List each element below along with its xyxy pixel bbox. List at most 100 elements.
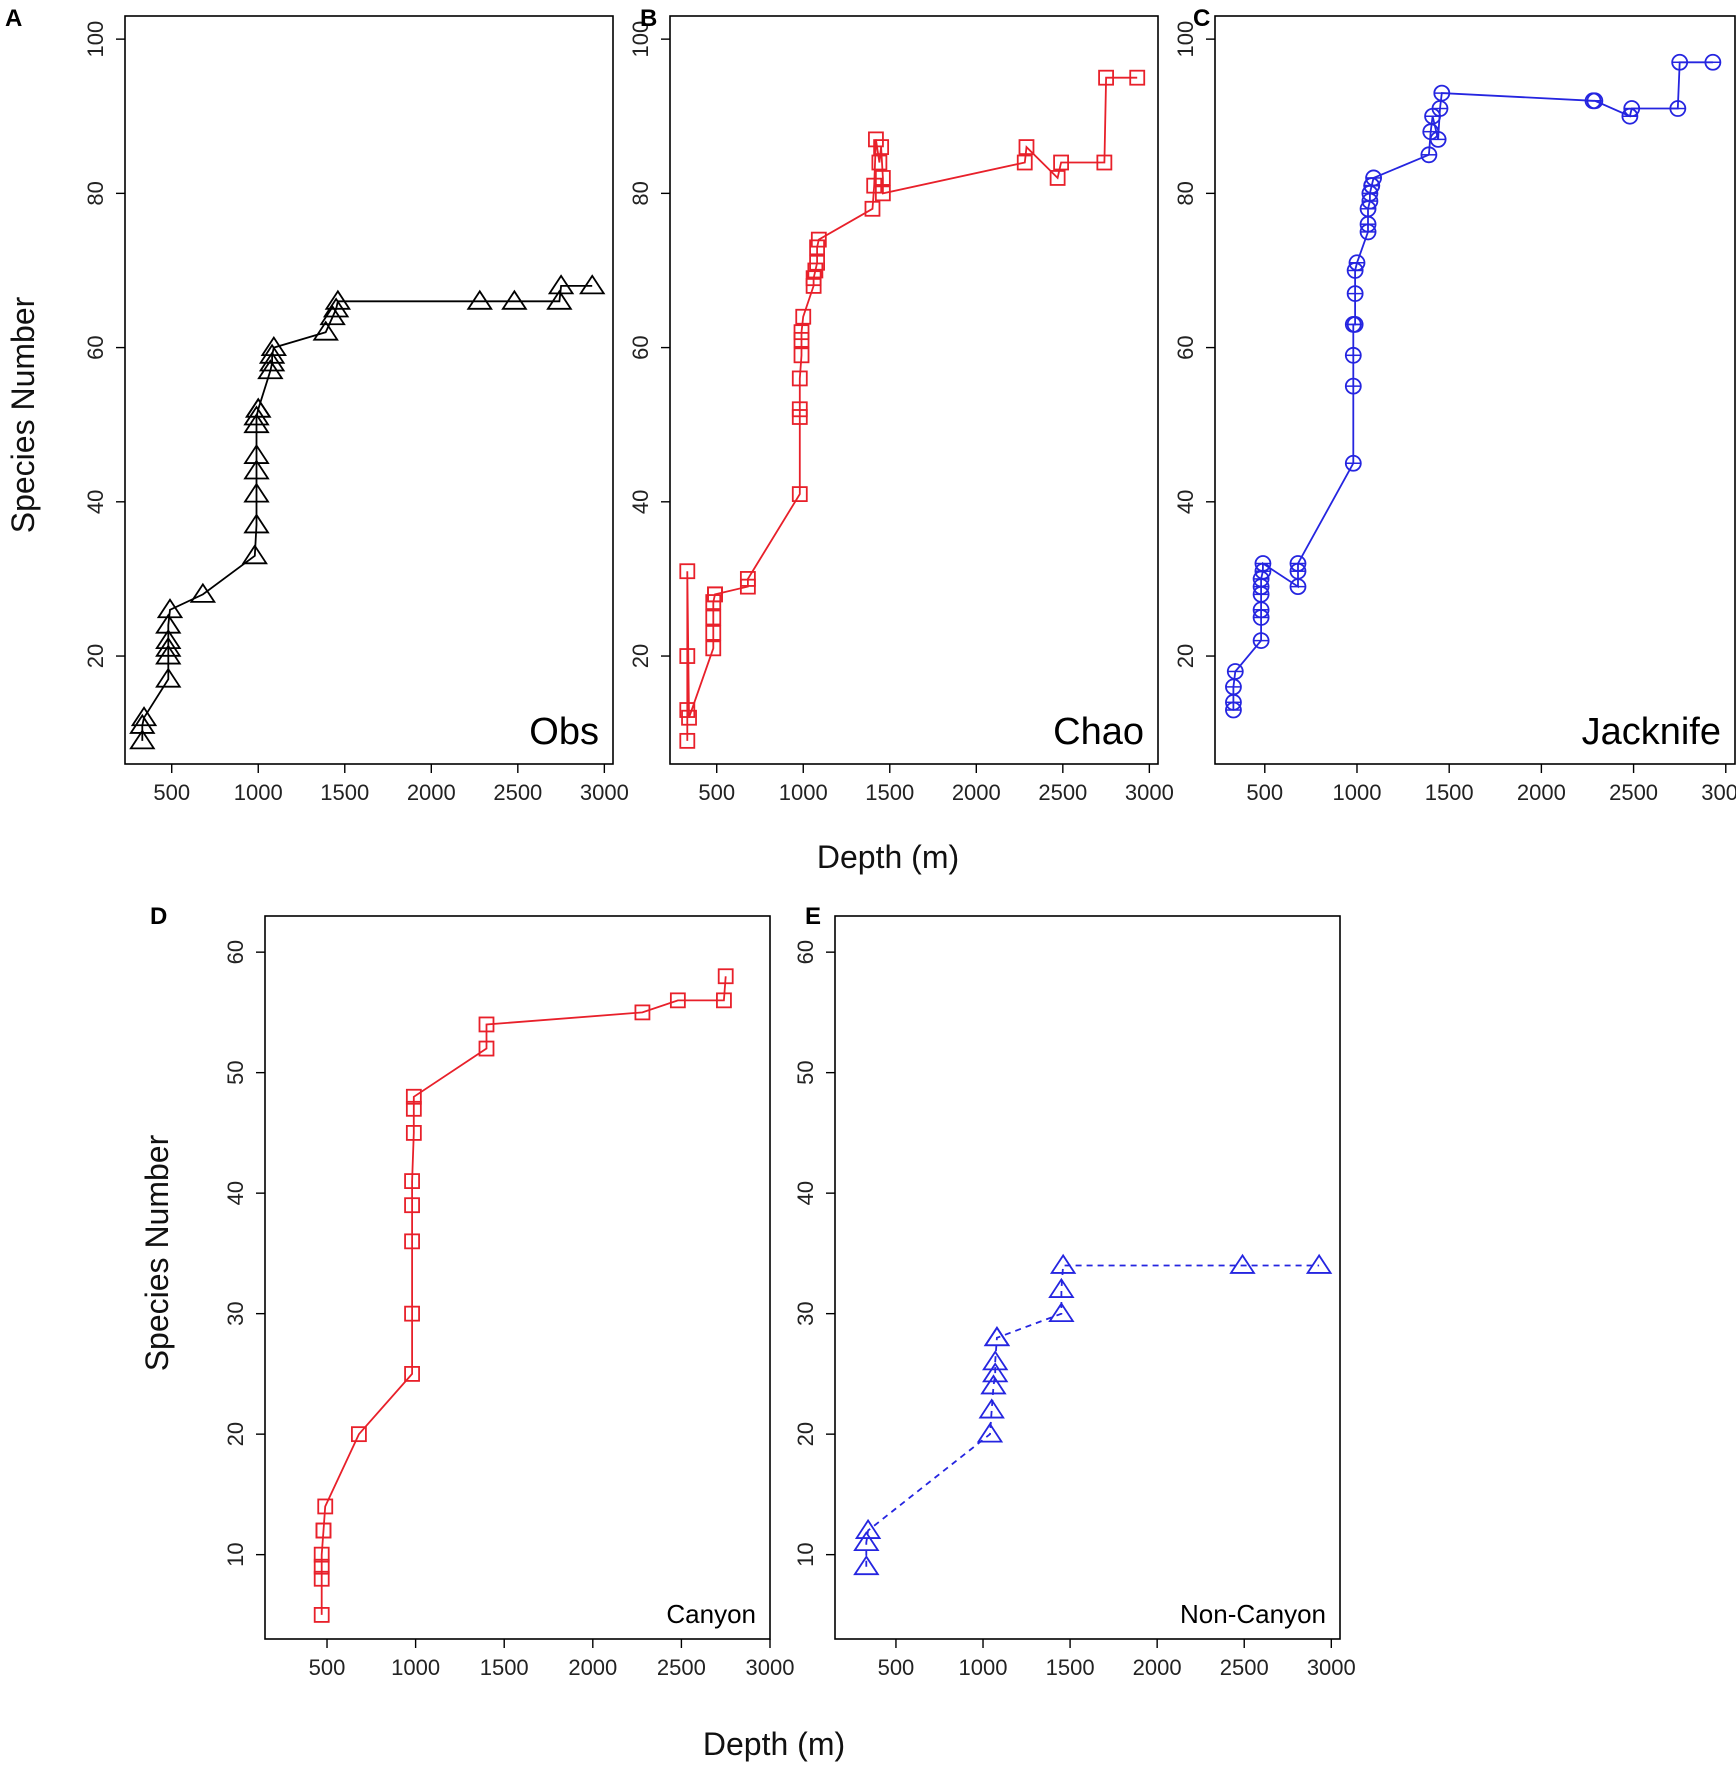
data-point [980, 1374, 1007, 1395]
y-tick-label: 100 [83, 21, 108, 58]
data-point [501, 289, 528, 310]
data-point [1129, 69, 1146, 86]
data-point [810, 231, 827, 248]
data-point [1365, 169, 1382, 187]
y-tick-label: 60 [83, 335, 108, 359]
data-point [579, 274, 606, 295]
y-tick-label: 10 [223, 1542, 248, 1566]
x-tick-label: 1500 [320, 780, 369, 805]
data-point [978, 1398, 1005, 1419]
data-point [156, 598, 184, 619]
y-tick-label: 100 [1173, 21, 1198, 58]
series-line [865, 1264, 1320, 1567]
data-point [809, 254, 825, 271]
data-point [679, 732, 696, 749]
data-point [243, 482, 270, 503]
data-point [189, 582, 217, 603]
x-tick-label: 3000 [1307, 1655, 1356, 1680]
panel-letter: B [640, 5, 657, 32]
data-point [478, 1016, 495, 1033]
x-tick-label: 500 [1246, 780, 1283, 805]
data-point [1305, 1253, 1333, 1274]
data-point [871, 154, 888, 171]
data-point [404, 1233, 420, 1250]
data-point [405, 1100, 422, 1117]
data-point [1018, 139, 1035, 155]
y-tick-label: 50 [223, 1060, 248, 1084]
series-line [141, 284, 593, 741]
data-point [324, 289, 352, 310]
chart-panel-non-canyon: 500 1000 1500 2000 2500 3000 10 20 30 40 50 60 Non-C… [793, 903, 1356, 1680]
data-point [874, 185, 891, 202]
y-tick-label: 20 [1173, 644, 1198, 668]
x-tick-label: 2500 [657, 1655, 706, 1680]
y-tick-label: 40 [223, 1181, 248, 1205]
plot-frame [1214, 15, 1736, 765]
plot-frame [124, 15, 614, 765]
panel-letter: C [1193, 5, 1210, 32]
x-tick-label: 2500 [1220, 1655, 1269, 1680]
data-point [1346, 316, 1364, 333]
data-point [1053, 154, 1069, 171]
data-point [317, 1498, 334, 1515]
data-point [679, 648, 696, 664]
y-tick-label: 60 [1173, 335, 1198, 359]
y-tick-label: 40 [628, 490, 653, 514]
data-point [243, 443, 270, 464]
data-point [679, 563, 696, 580]
data-point [982, 1362, 1009, 1383]
data-point [546, 289, 573, 310]
data-point [1344, 377, 1362, 395]
data-point [1096, 154, 1113, 171]
x-tick-label: 2000 [568, 1655, 617, 1680]
panel-letter: D [150, 903, 167, 930]
panel-corner-label: Obs [529, 711, 599, 753]
data-point [243, 405, 270, 426]
panel-corner-label: Jacknife [1582, 711, 1721, 753]
data-point [260, 335, 287, 356]
x-tick-label: 2000 [1133, 1655, 1182, 1680]
data-point [313, 1546, 330, 1563]
data-point [241, 544, 268, 565]
data-point [313, 1607, 330, 1623]
data-point [243, 513, 270, 534]
data-point [1048, 1302, 1075, 1323]
data-point [1669, 100, 1687, 117]
bottom-x-axis-title: Depth (m) [703, 1726, 845, 1762]
data-point [791, 401, 808, 418]
data-point [1289, 555, 1307, 572]
y-tick-label: 20 [223, 1422, 248, 1446]
y-tick-label: 80 [1173, 181, 1198, 205]
data-point [243, 459, 270, 480]
data-point [1344, 346, 1362, 364]
data-point [791, 370, 808, 387]
y-tick-label: 100 [628, 21, 653, 58]
data-point [707, 586, 723, 603]
data-point [793, 347, 810, 364]
data-point [1346, 285, 1364, 303]
data-point [404, 1305, 420, 1322]
data-point [873, 139, 890, 155]
data-point [351, 1426, 367, 1443]
data-point [155, 613, 182, 634]
data-point [1098, 69, 1114, 86]
y-tick-label: 80 [628, 181, 653, 205]
data-point [791, 486, 808, 503]
data-point [313, 1570, 330, 1587]
x-tick-label: 2500 [493, 780, 542, 805]
data-point [319, 305, 346, 326]
data-point [1226, 663, 1244, 680]
data-point [405, 1125, 422, 1141]
data-point [983, 1326, 1011, 1347]
x-tick-label: 1500 [480, 1655, 529, 1680]
y-tick-label: 30 [223, 1301, 248, 1325]
y-tick-label: 20 [793, 1422, 818, 1446]
data-point [976, 1422, 1004, 1443]
data-point [1623, 100, 1641, 117]
plot-frame [669, 15, 1159, 765]
panel-corner-label: Non-Canyon [1180, 1599, 1326, 1629]
x-tick-label: 3000 [1125, 780, 1174, 805]
data-point [793, 324, 810, 341]
data-point [1429, 130, 1447, 148]
data-point [258, 351, 286, 372]
